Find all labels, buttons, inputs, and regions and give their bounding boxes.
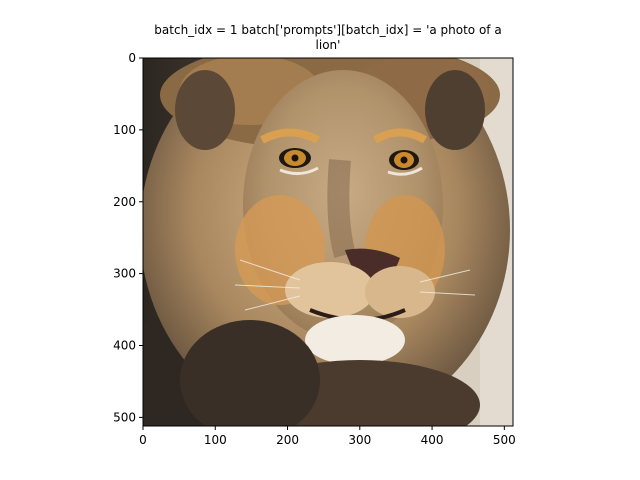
y-tick-label: 100	[113, 123, 136, 137]
plot-title-line2: lion'	[316, 38, 341, 52]
plot-title-line1: batch_idx = 1 batch['prompts'][batch_idx…	[154, 23, 501, 37]
y-tick-label: 0	[128, 51, 136, 65]
y-tick-label: 400	[113, 339, 136, 353]
x-tick-label: 500	[493, 433, 516, 447]
lion-photo	[143, 58, 513, 426]
x-tick-label: 200	[276, 433, 299, 447]
x-tick-label: 100	[204, 433, 227, 447]
y-axis: 0 100 200 300 400 500	[113, 51, 143, 424]
axes-frame	[142, 57, 514, 427]
x-tick-label: 300	[348, 433, 371, 447]
x-tick-label: 0	[139, 433, 147, 447]
y-tick-label: 500	[113, 410, 136, 424]
x-tick-label: 400	[421, 433, 444, 447]
x-axis: 0 100 200 300 400 500	[139, 426, 516, 447]
y-tick-label: 200	[113, 195, 136, 209]
y-tick-label: 300	[113, 267, 136, 281]
